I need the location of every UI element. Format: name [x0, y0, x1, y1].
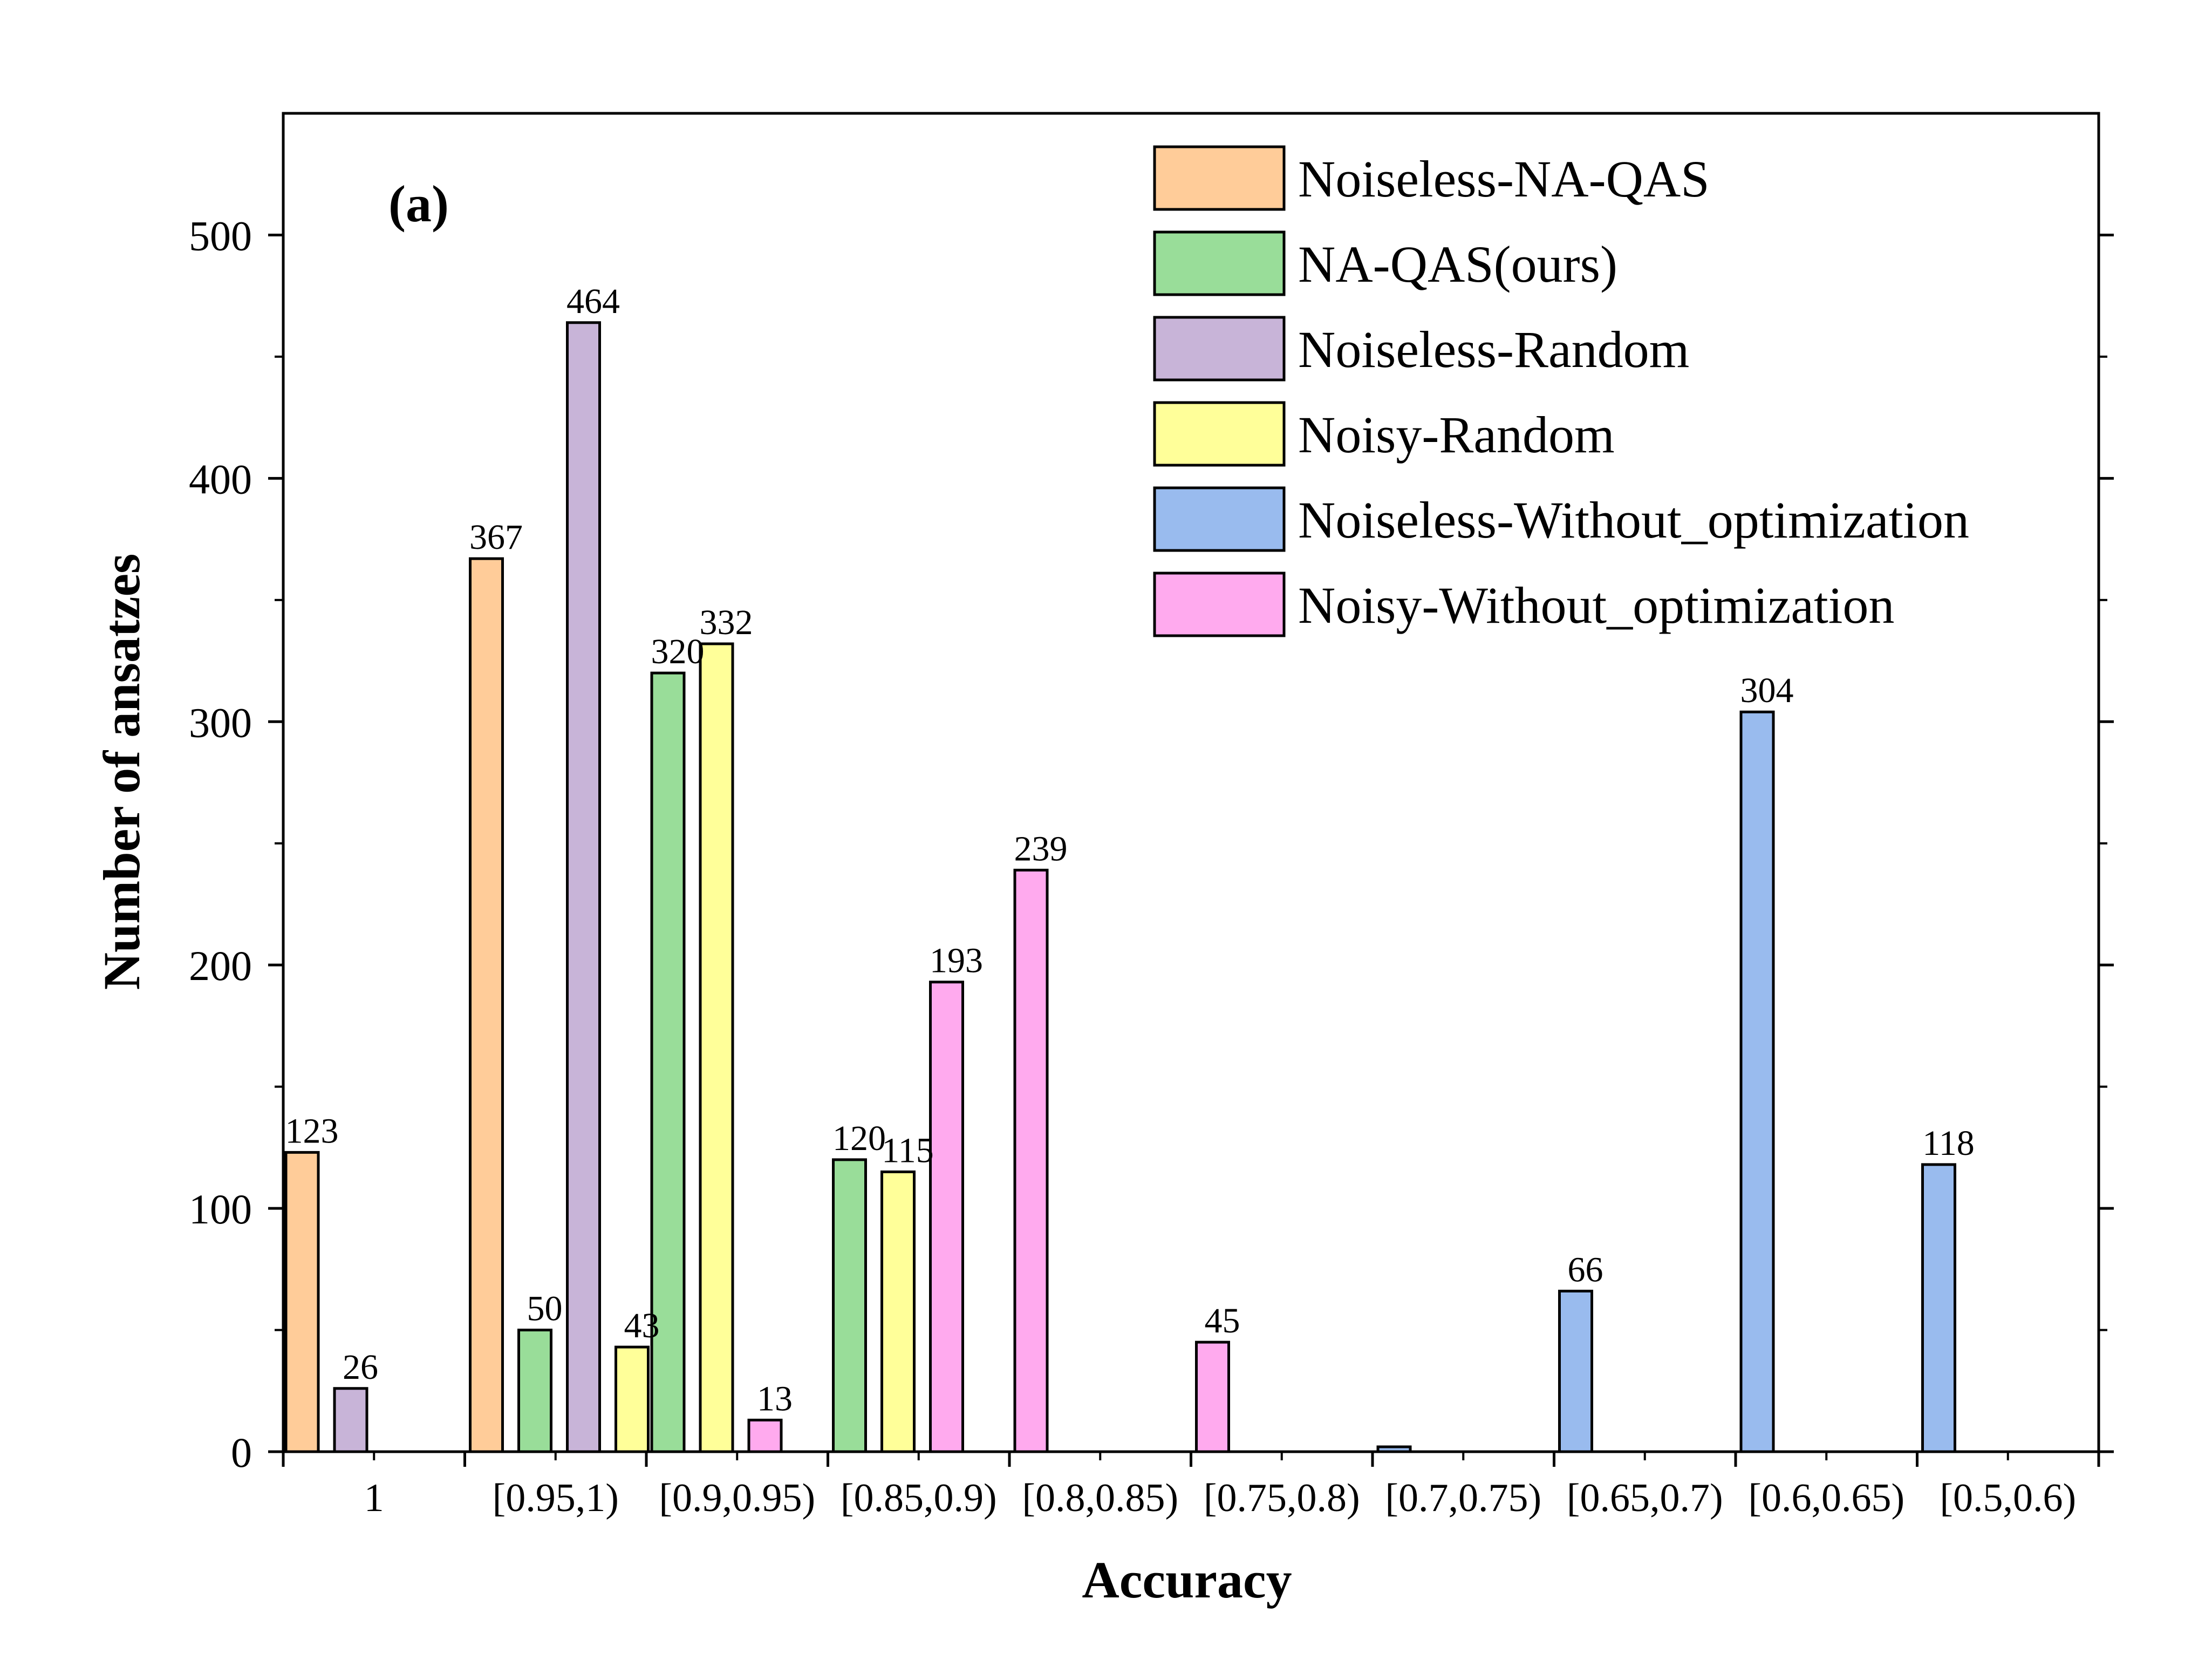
legend-label: NA-QAS(ours) [1298, 235, 1617, 293]
x-tick-label: [0.9,0.95) [659, 1476, 815, 1520]
bar [615, 1345, 650, 1453]
bar [566, 321, 601, 1453]
x-tick-label: [0.7,0.75) [1385, 1476, 1541, 1520]
x-tick-label: [0.75,0.8) [1204, 1476, 1360, 1520]
data-label: 120 [832, 1119, 886, 1158]
bar [517, 1329, 552, 1453]
bar [832, 1158, 867, 1453]
y-axis-title: Number of ansatzes [93, 554, 151, 990]
bar [1013, 868, 1049, 1453]
y-tick-label: 0 [231, 1429, 252, 1476]
axis-ticks [268, 233, 2114, 1467]
data-label: 367 [469, 518, 523, 557]
data-label: 26 [343, 1348, 378, 1387]
bar [1921, 1163, 1956, 1453]
x-tick-label: [0.6,0.65) [1748, 1476, 1904, 1520]
data-label: 45 [1205, 1301, 1240, 1341]
legend-label: Noiseless-Without_optimization [1298, 491, 1969, 549]
legend-label: Noiseless-NA-QAS [1298, 150, 1710, 208]
bars [284, 321, 1956, 1453]
data-label: 50 [527, 1289, 563, 1329]
data-label: 320 [651, 632, 705, 671]
panel-label: (a) [388, 175, 449, 233]
legend-swatch [1153, 572, 1286, 637]
x-tick-label: [0.8,0.85) [1022, 1476, 1178, 1520]
legend-label: Noiseless-Random [1298, 321, 1689, 378]
legend-label: Noisy-Random [1298, 406, 1615, 464]
legend-swatch [1153, 316, 1286, 382]
x-tick-label: [0.95,1) [493, 1476, 619, 1520]
bar [1558, 1289, 1593, 1453]
legend-swatch [1153, 145, 1286, 211]
bar [333, 1387, 368, 1453]
data-label: 304 [1740, 671, 1794, 710]
x-tick-label: 1 [364, 1476, 384, 1520]
legend-swatch [1153, 401, 1286, 467]
tick-labels: 0 100 200 300 400 500 1 [0.95,1) [0.9,0.95) [0.85… [189, 212, 2076, 1520]
x-tick-label: [0.65,0.7) [1567, 1476, 1723, 1520]
plot-frame [282, 112, 2100, 1453]
bar [699, 642, 734, 1453]
data-label: 239 [1014, 829, 1068, 868]
data-label: 13 [757, 1379, 793, 1418]
x-tick-label: [0.85,0.9) [841, 1476, 997, 1520]
bar [1195, 1341, 1230, 1453]
legend-swatch [1153, 230, 1286, 296]
bar [1739, 710, 1775, 1453]
bar [747, 1418, 783, 1453]
y-tick-label: 100 [189, 1186, 252, 1233]
bar [929, 981, 964, 1453]
bar [284, 1151, 320, 1453]
y-tick-label: 300 [189, 699, 252, 746]
data-label: 123 [285, 1111, 339, 1151]
y-tick-label: 200 [189, 942, 252, 989]
y-tick-label: 400 [189, 455, 252, 502]
data-label: 464 [566, 282, 620, 321]
bar [880, 1170, 916, 1453]
bar [650, 671, 686, 1453]
legend-label: Noisy-Without_optimization [1298, 576, 1894, 634]
x-tick-label: [0.5,0.6) [1940, 1476, 2076, 1520]
data-label: 118 [1922, 1124, 1975, 1163]
data-label: 332 [700, 603, 753, 642]
data-label: 193 [930, 941, 983, 981]
legend: Noiseless-NA-QAS NA-QAS(ours) Noiseless-Ra… [1153, 145, 1969, 637]
data-label: 43 [624, 1306, 660, 1345]
x-axis-title: Accuracy [1082, 1551, 1292, 1609]
y-tick-label: 500 [189, 212, 252, 259]
data-label: 66 [1568, 1250, 1603, 1289]
legend-swatch [1153, 486, 1286, 552]
data-label: 115 [882, 1131, 934, 1170]
bar [469, 557, 504, 1453]
